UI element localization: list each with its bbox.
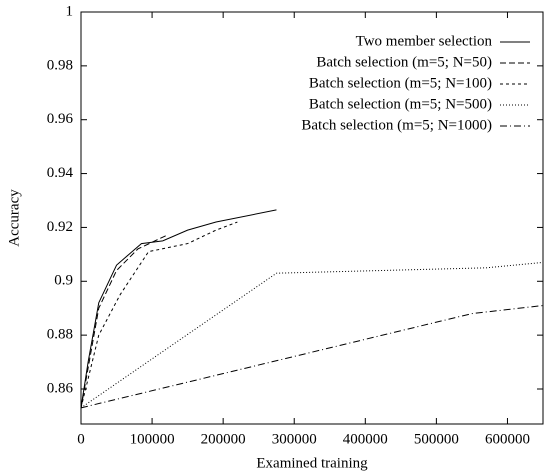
x-tick-label: 500000 <box>414 431 459 447</box>
legend-label: Batch selection (m=5; N=100) <box>309 75 492 91</box>
legend-label: Batch selection (m=5; N=50) <box>316 54 492 70</box>
data-line <box>80 209 277 408</box>
x-tick-label: 100000 <box>130 431 175 447</box>
y-tick-label: 0.98 <box>47 57 73 73</box>
y-tick-label: 0.94 <box>47 165 74 181</box>
y-tick-label: 0.88 <box>47 327 73 343</box>
legend-label: Batch selection (m=5; N=1000) <box>301 117 492 133</box>
x-tick-label: 200000 <box>201 431 246 447</box>
y-tick-label: 0.92 <box>47 219 73 235</box>
x-tick-label: 400000 <box>343 431 388 447</box>
data-line <box>80 235 167 408</box>
data-line <box>80 261 544 409</box>
y-axis-label: Accuracy <box>6 189 22 247</box>
y-tick-label: 1 <box>66 3 74 19</box>
y-tick-label: 0.96 <box>47 111 74 127</box>
x-tick-label: 0 <box>77 431 85 447</box>
x-tick-label: 600000 <box>485 431 530 447</box>
x-tick-label: 300000 <box>272 431 317 447</box>
legend-label: Batch selection (m=5; N=500) <box>309 96 492 112</box>
legend-label: Two member selection <box>356 33 493 49</box>
data-line <box>80 221 238 408</box>
y-tick-label: 0.86 <box>47 380 74 396</box>
data-line <box>80 305 544 409</box>
y-tick-label: 0.9 <box>54 273 73 289</box>
x-axis-label: Examined training <box>256 455 368 471</box>
plot-frame <box>80 11 544 425</box>
